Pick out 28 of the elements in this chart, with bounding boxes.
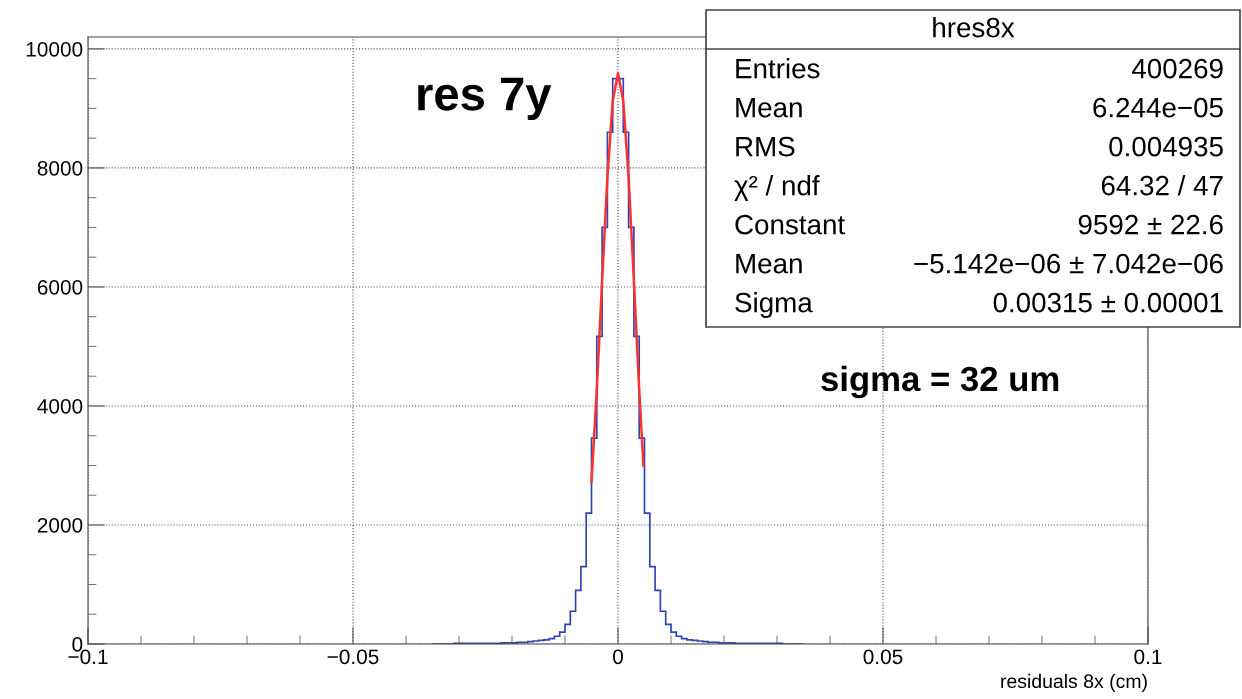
annotation: RMS: [736, 136, 795, 157]
annotation: 0.00315 ± 0.00001: [993, 292, 1223, 313]
x-tick-label: 0: [613, 649, 623, 665]
annotation: 9592 ± 22.6: [1078, 214, 1223, 235]
y-tick-label: 2000: [37, 517, 83, 533]
annotation: sigma = 32 um: [821, 365, 1059, 399]
annotation: Constant: [735, 214, 845, 235]
x-axis-title: residuals 8x (cm): [1001, 673, 1147, 692]
annotation: hres8x: [933, 17, 1015, 38]
y-tick-label: 8000: [37, 160, 83, 176]
annotation: 400269: [1131, 58, 1223, 79]
annotation: 64.32 / 47: [1101, 175, 1223, 196]
y-tick-label: 10000: [26, 41, 83, 57]
x-tick-label: 0.1: [1134, 649, 1162, 665]
annotation: 6.244e−05: [1093, 97, 1223, 118]
annotation: Mean: [736, 98, 802, 118]
annotation: Entries: [736, 58, 820, 79]
y-tick-label: 4000: [37, 398, 83, 414]
annotation: χ² / ndf: [734, 175, 820, 201]
annotation: Mean: [736, 254, 802, 274]
annotation: −5.142e−06 ± 7.042e−06: [914, 253, 1223, 274]
x-tick-label: 0.05: [863, 649, 903, 665]
line-series: [590, 72, 645, 484]
x-tick-label: −0.05: [327, 649, 379, 665]
y-tick-label: 6000: [37, 279, 83, 295]
annotation: 0.004935: [1109, 136, 1223, 157]
annotation: res 7y: [418, 77, 552, 121]
annotation: Sigma: [735, 292, 813, 318]
